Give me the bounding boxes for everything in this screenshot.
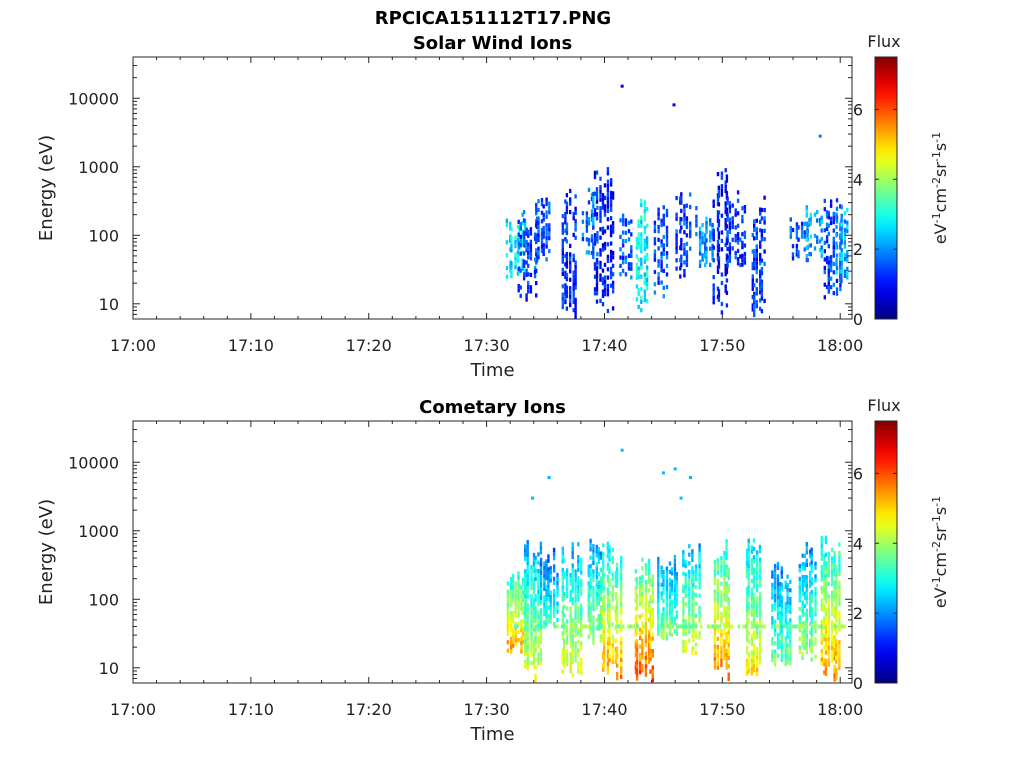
x-axis: 17:00 17:10 17:20 17:30 17:40 17:50 18:00: [110, 57, 863, 355]
y-axis-label: Energy (eV): [36, 499, 57, 605]
isolated-point: [620, 84, 624, 88]
x-tick-label: 18:00: [817, 700, 863, 719]
colorbar-tick-label: 0: [853, 310, 863, 329]
isolated-point: [679, 496, 683, 500]
activity-burst: [593, 167, 615, 314]
activity-burst: [751, 195, 766, 318]
y-axis-label: Energy (eV): [36, 135, 57, 241]
colorbar-tick-label: 4: [853, 534, 863, 553]
activity-burst: [713, 539, 730, 681]
activity-burst: [745, 538, 762, 677]
activity-burst: [602, 541, 623, 681]
x-tick-label: 17:50: [699, 700, 745, 719]
isolated-point: [672, 103, 676, 107]
activity-burst: [635, 198, 649, 313]
activity-burst: [805, 205, 823, 263]
colorbar-unit: eV-1cm-2sr-1s-1: [930, 132, 951, 244]
x-tick-label: 17:30: [464, 700, 510, 719]
y-axis: 10 100 1000 10000: [68, 420, 852, 684]
activity-burst: [587, 538, 603, 645]
activity-burst: [771, 561, 792, 667]
colorbar-label: Flux: [867, 32, 900, 51]
activity-burst: [726, 190, 747, 268]
isolated-point: [547, 475, 551, 479]
activity-burst: [561, 542, 583, 678]
x-tick-label: 17:20: [346, 336, 392, 355]
spectrogram-data: [506, 448, 847, 683]
colorbar-tick-label: 0: [853, 674, 863, 693]
activity-burst: [695, 206, 714, 268]
y-tick-label: 10000: [68, 89, 119, 108]
activity-burst: [682, 543, 701, 655]
plot-frame: [132, 420, 853, 684]
x-axis-label: Time: [469, 724, 514, 745]
y-tick-label: 100: [88, 590, 119, 609]
activity-burst: [675, 192, 692, 279]
activity-burst: [506, 571, 527, 656]
y-tick-label: 1000: [78, 522, 119, 541]
y-tick-label: 10: [99, 295, 119, 314]
figure-title: RPCICA151112T17.PNG: [375, 8, 611, 29]
colorbar-tick-label: 2: [853, 604, 863, 623]
x-tick-label: 17:10: [228, 700, 274, 719]
isolated-point: [620, 448, 624, 452]
colorbar: 0 2 4 6 Flux eV-1cm-2sr-1s-1: [853, 32, 950, 329]
isolated-point: [818, 134, 822, 138]
isolated-point: [661, 471, 665, 475]
x-tick-label: 17:20: [346, 700, 392, 719]
x-tick-label: 17:50: [699, 336, 745, 355]
activity-burst: [820, 535, 841, 682]
x-tick-label: 18:00: [817, 336, 863, 355]
panel-1: Solar Wind Ions 17:00 17:10 17:20 17:30 17:40…: [36, 32, 950, 381]
x-tick-label: 17:30: [464, 336, 510, 355]
activity-burst: [619, 213, 633, 280]
x-tick-label: 17:10: [228, 336, 274, 355]
x-axis: 17:00 17:10 17:20 17:30 17:40 17:50 18:00: [110, 421, 863, 719]
activity-burst: [835, 205, 849, 283]
activity-burst: [524, 540, 543, 683]
isolated-point: [689, 475, 693, 479]
activity-burst: [535, 197, 551, 263]
y-tick-label: 1000: [78, 158, 119, 177]
isolated-point: [673, 467, 677, 471]
colorbar-label: Flux: [867, 396, 900, 415]
energy-band: [513, 624, 847, 629]
y-tick-label: 10000: [68, 453, 119, 472]
panel-title: Cometary Ions: [419, 397, 566, 418]
plot-frame: [132, 56, 853, 320]
colorbar-tick-label: 6: [853, 464, 863, 483]
activity-burst: [634, 557, 654, 683]
colorbar-tick-label: 2: [853, 240, 863, 259]
x-axis-label: Time: [469, 360, 514, 381]
isolated-point: [531, 496, 535, 500]
x-tick-label: 17:40: [581, 700, 627, 719]
activity-burst: [561, 188, 577, 319]
activity-burst: [798, 542, 817, 662]
colorbar-tick-label: 4: [853, 170, 863, 189]
colorbar-unit: eV-1cm-2sr-1s-1: [930, 496, 951, 608]
activity-burst: [823, 198, 843, 300]
activity-burst: [712, 168, 729, 315]
panel-title: Solar Wind Ions: [413, 33, 572, 54]
activity-burst: [653, 205, 669, 299]
spectrogram-data: [505, 84, 849, 319]
colorbar: 0 2 4 6 Flux eV-1cm-2sr-1s-1: [853, 396, 950, 693]
activity-burst: [517, 202, 538, 302]
y-tick-label: 10: [99, 659, 119, 678]
y-axis: 10 100 1000 10000: [68, 56, 852, 320]
colorbar-tick-label: 6: [853, 100, 863, 119]
activity-burst: [539, 547, 559, 629]
y-tick-label: 100: [88, 226, 119, 245]
x-tick-label: 17:00: [110, 700, 156, 719]
x-tick-label: 17:00: [110, 336, 156, 355]
x-tick-label: 17:40: [581, 336, 627, 355]
